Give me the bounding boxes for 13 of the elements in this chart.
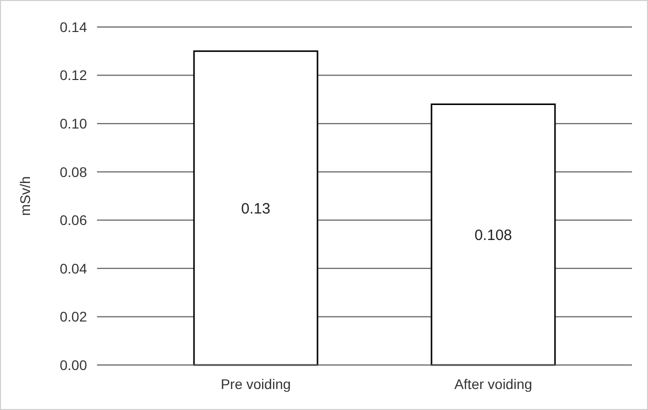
data-label: 0.13 xyxy=(241,200,270,218)
x-tick-label: After voiding xyxy=(454,376,532,392)
y-tick-label: 0.14 xyxy=(60,18,88,35)
x-tick-label: Pre voiding xyxy=(220,376,291,392)
y-tick-label: 0.12 xyxy=(60,67,88,84)
y-axis-title: mSv/h xyxy=(17,176,33,216)
y-tick-label: 0.06 xyxy=(60,212,88,228)
y-tick-label: 0.00 xyxy=(60,356,88,373)
data-label: 0.108 xyxy=(474,226,512,244)
y-tick-label: 0.10 xyxy=(60,115,88,132)
y-tick-label: 0.04 xyxy=(60,260,88,276)
y-tick-label: 0.02 xyxy=(60,308,88,325)
y-tick-label: 0.08 xyxy=(60,164,88,180)
